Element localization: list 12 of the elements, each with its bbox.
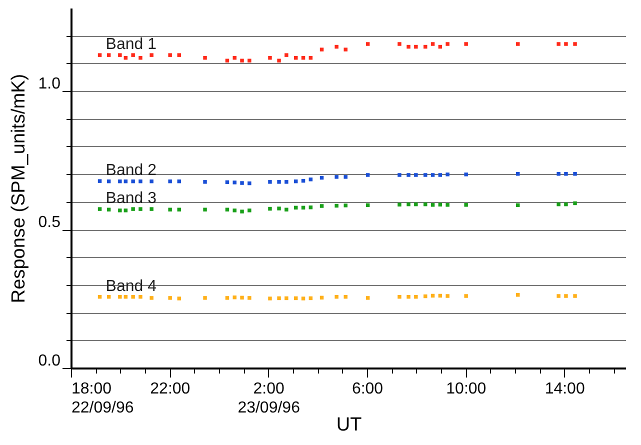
- x-tick-label: 2:00 23/09/96: [238, 380, 300, 416]
- y-axis-title: Response (SPM_units/mK): [8, 74, 30, 304]
- y-tick-label: 0.5: [38, 214, 61, 232]
- x-axis-title: UT: [336, 414, 362, 436]
- x-tick-label: 14:00: [544, 380, 585, 398]
- x-tick-label: 18:00 22/09/96: [72, 380, 134, 416]
- y-tick-label: 1.0: [38, 76, 61, 93]
- x-tick-label: 6:00: [352, 380, 384, 398]
- series-label: Band 1: [106, 36, 157, 54]
- x-tick-label: 10:00: [446, 380, 486, 398]
- y-tick-label: 0.0: [38, 352, 61, 370]
- x-tick-label: 22:00: [150, 380, 190, 398]
